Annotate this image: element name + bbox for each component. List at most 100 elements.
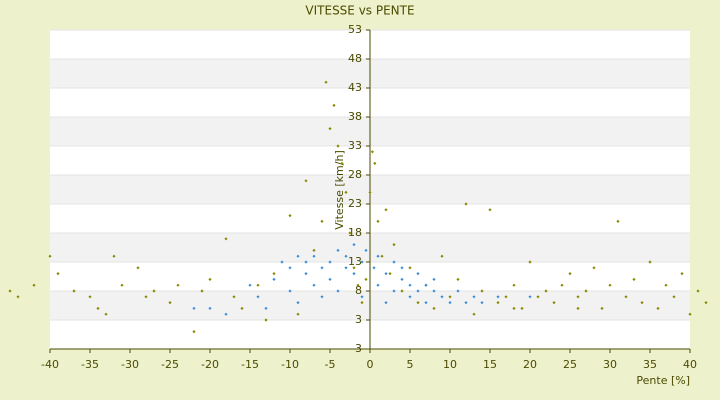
scatter-point (648, 260, 652, 264)
x-tick-label: 5 (407, 358, 414, 371)
scatter-point (370, 150, 374, 154)
scatter-point (272, 272, 276, 276)
scatter-point (264, 306, 268, 310)
scatter-point (456, 277, 460, 281)
scatter-point (48, 254, 52, 258)
scatter-point (480, 289, 484, 293)
scatter-point (576, 295, 580, 299)
scatter-point (560, 283, 564, 287)
scatter-point (120, 283, 124, 287)
y-tick-label: 53 (348, 23, 362, 36)
scatter-point (176, 283, 180, 287)
y-tick-label: 33 (348, 139, 362, 152)
y-tick-label: 43 (348, 81, 362, 94)
x-tick-label: -35 (81, 358, 99, 371)
scatter-point (336, 248, 340, 252)
scatter-point (528, 295, 532, 299)
scatter-point (616, 219, 620, 223)
scatter-point (344, 266, 348, 270)
scatter-point (512, 306, 516, 310)
scatter-point (424, 283, 428, 287)
scatter-point (348, 231, 352, 235)
scatter-point (456, 289, 460, 293)
scatter-point (32, 283, 36, 287)
scatter-point (208, 306, 212, 310)
scatter-point (432, 289, 436, 293)
x-tick-label: 30 (603, 358, 617, 371)
scatter-point (384, 272, 388, 276)
scatter-point (440, 254, 444, 258)
scatter-point (232, 295, 236, 299)
scatter-point (688, 312, 692, 316)
scatter-point (312, 248, 316, 252)
scatter-point (416, 289, 420, 293)
scatter-point (208, 277, 212, 281)
scatter-point (424, 301, 428, 305)
scatter-point (256, 295, 260, 299)
scatter-point (376, 254, 380, 258)
scatter-point (16, 295, 20, 299)
scatter-point (592, 266, 596, 270)
y-tick-label: 28 (348, 168, 362, 181)
scatter-point (320, 266, 324, 270)
scatter-point (340, 161, 344, 165)
scatter-point (296, 312, 300, 316)
x-axis-title: Pente [%] (636, 374, 690, 387)
scatter-point (384, 208, 388, 212)
x-tick-label: 20 (523, 358, 537, 371)
scatter-point (384, 301, 388, 305)
scatter-point (576, 306, 580, 310)
scatter-point (664, 283, 668, 287)
scatter-point (192, 306, 196, 310)
scatter-point (364, 277, 368, 281)
scatter-point (344, 254, 348, 258)
scatter-point (280, 260, 284, 264)
scatter-point (464, 202, 468, 206)
x-tick-label: 0 (367, 358, 374, 371)
scatter-point (376, 219, 380, 223)
y-tick-label: 3 (355, 313, 362, 326)
x-tick-label: -40 (41, 358, 59, 371)
scatter-point (332, 103, 336, 107)
scatter-point (392, 289, 396, 293)
scatter-point (600, 306, 604, 310)
x-tick-label: -5 (325, 358, 336, 371)
scatter-point (640, 301, 644, 305)
scatter-point (8, 289, 12, 293)
scatter-point (320, 219, 324, 223)
x-tick-label: -30 (121, 358, 139, 371)
scatter-point (360, 260, 364, 264)
scatter-point (448, 301, 452, 305)
scatter-point (632, 277, 636, 281)
scatter-point (240, 306, 244, 310)
scatter-point (408, 295, 412, 299)
scatter-point (680, 272, 684, 276)
x-tick-label: -25 (161, 358, 179, 371)
scatter-point (696, 289, 700, 293)
scatter-point (360, 295, 364, 299)
y-tick-label: 38 (348, 110, 362, 123)
scatter-point (432, 306, 436, 310)
scatter-point (288, 289, 292, 293)
scatter-point (312, 254, 316, 258)
scatter-point (536, 295, 540, 299)
scatter-point (324, 80, 328, 84)
x-tick-label: 40 (683, 358, 697, 371)
scatter-point (224, 312, 228, 316)
scatter-point (352, 272, 356, 276)
scatter-point (304, 260, 308, 264)
scatter-point (584, 289, 588, 293)
scatter-point (304, 272, 308, 276)
scatter-point (504, 295, 508, 299)
x-tick-label: -20 (201, 358, 219, 371)
scatter-point (568, 272, 572, 276)
scatter-point (480, 301, 484, 305)
scatter-point (352, 243, 356, 247)
scatter-point (304, 179, 308, 183)
scatter-point (352, 266, 356, 270)
scatter-point (408, 283, 412, 287)
scatter-point (388, 272, 392, 276)
scatter-point (624, 295, 628, 299)
scatter-point (373, 161, 377, 165)
